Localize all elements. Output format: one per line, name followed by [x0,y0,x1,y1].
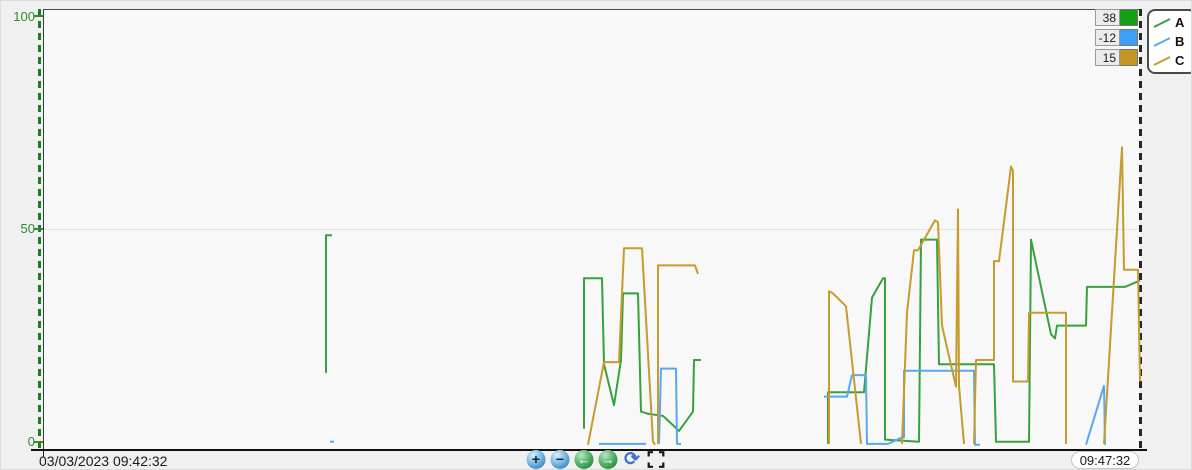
legend-label-b: B [1175,34,1185,49]
series-c-swatch [1120,49,1138,66]
legend-value-row-b: -12 [1095,29,1138,46]
refresh-button[interactable]: ⟳ [623,450,642,469]
y-axis-line [43,9,44,449]
refresh-icon: ⟳ [624,449,640,470]
y-tick-mark-0 [34,441,43,443]
plus-glyph: + [531,451,541,467]
scroll-forward-button[interactable]: → [598,450,618,469]
legend-label-c: C [1175,53,1185,68]
zoom-in-icon: + [526,450,546,469]
y-tick-label-100: 100 [13,9,35,24]
scroll-back-button[interactable]: ← [574,450,594,469]
legend-value-row-a: 38 [1095,9,1138,26]
fullscreen-button[interactable] [647,450,666,469]
legend-value-row-c: 15 [1095,49,1138,66]
x-axis-tick [43,451,44,457]
series-b-value: -12 [1095,29,1120,46]
legend-current-values: 38 -12 15 [1095,9,1138,66]
chart-toolbar: + − ← → ⟳ [526,450,666,469]
fullscreen-icon [647,451,665,468]
series-b-swatch [1120,29,1138,46]
zoom-out-button[interactable]: − [550,450,570,469]
start-timestamp: 03/03/2023 09:42:32 [39,453,168,469]
right-edge-dashed-line [1139,9,1142,449]
minus-glyph: − [555,451,565,467]
arrow-right-icon: → [598,450,618,469]
y-tick-mark-100 [34,15,43,17]
series-b-line-sample-icon [1153,36,1171,47]
zoom-out-icon: − [550,450,570,469]
right-arrow-glyph: → [601,451,615,467]
x-axis-line [31,449,1147,451]
legend-item-c[interactable]: C [1153,53,1191,68]
y-tick-label-0: 0 [27,434,35,449]
chart-series-group [325,146,1141,446]
legend-label-a: A [1175,15,1185,30]
left-arrow-glyph: ← [577,451,591,467]
legend-item-a[interactable]: A [1153,15,1191,30]
legend-item-b[interactable]: B [1153,34,1191,49]
arrow-left-icon: ← [574,450,594,469]
zoom-in-button[interactable]: + [526,450,546,469]
y-tick-label-50: 50 [20,221,35,236]
y-tick-mark-50 [34,228,43,230]
series-a-line-sample-icon [1153,17,1171,28]
series-c-value: 15 [1095,49,1120,66]
end-timestamp: 09:47:32 [1071,451,1139,469]
series-c-line-sample-icon [1153,55,1171,66]
gridline-50 [44,229,1139,230]
series-a-value: 38 [1095,9,1120,26]
series-a-swatch [1120,9,1138,26]
legend-panel: A B C [1147,9,1191,74]
